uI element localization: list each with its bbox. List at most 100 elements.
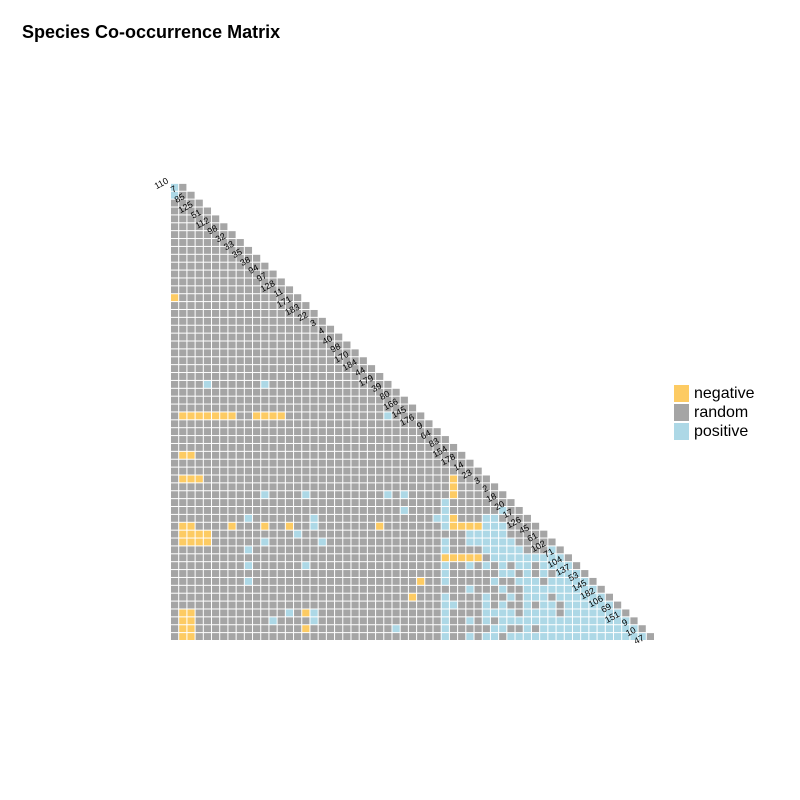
cell-random — [179, 443, 187, 451]
cell-random — [343, 483, 351, 491]
cell-random — [261, 373, 269, 380]
cell-random — [220, 538, 228, 546]
species-label: 9 — [620, 617, 629, 628]
cell-negative — [458, 522, 466, 530]
cell-random — [179, 491, 187, 499]
cell-random — [531, 530, 540, 538]
cell-random — [203, 325, 212, 333]
cell-random — [261, 593, 269, 601]
cell-random — [310, 451, 318, 459]
cell-random — [285, 601, 294, 609]
cell-random — [318, 357, 326, 365]
species-label: 39 — [370, 381, 384, 395]
cell-random — [507, 514, 515, 522]
cell-random — [220, 380, 228, 388]
cell-random — [203, 388, 212, 396]
cell-random — [318, 451, 326, 459]
cell-random — [261, 609, 269, 617]
cell-positive — [523, 554, 531, 562]
cell-random — [277, 404, 285, 412]
cell-random — [277, 633, 285, 640]
cell-random — [195, 483, 203, 491]
cell-positive — [597, 601, 605, 609]
cell-random — [523, 530, 531, 538]
species-label: 32 — [214, 231, 228, 245]
cell-random — [220, 491, 228, 499]
cell-random — [203, 443, 212, 451]
cell-random — [326, 554, 335, 562]
cell-random — [466, 483, 474, 491]
heatmap-cells — [171, 183, 654, 640]
cell-random — [253, 357, 261, 365]
cell-positive — [433, 514, 441, 522]
cell-random — [228, 373, 236, 380]
cell-random — [458, 514, 466, 522]
cell-random — [351, 522, 359, 530]
cell-random — [195, 499, 203, 507]
cell-random — [171, 507, 179, 514]
species-label: 44 — [353, 365, 367, 379]
species-label: 94 — [247, 262, 261, 276]
cell-random — [220, 317, 228, 325]
cell-random — [187, 294, 195, 302]
cell-random — [449, 562, 458, 570]
cell-random — [458, 593, 466, 601]
cell-random — [187, 262, 195, 270]
cell-positive — [515, 554, 523, 562]
cell-random — [310, 562, 318, 570]
cell-random — [408, 514, 417, 522]
cell-random — [507, 562, 515, 570]
cell-random — [302, 412, 310, 420]
cell-positive — [466, 530, 474, 538]
cell-random — [482, 475, 490, 483]
cell-random — [417, 609, 425, 617]
cell-random — [351, 388, 359, 396]
cell-positive — [499, 585, 507, 593]
cell-random — [318, 633, 326, 640]
cell-random — [302, 380, 310, 388]
cell-random — [269, 514, 277, 522]
cell-random — [212, 357, 220, 365]
cell-random — [236, 459, 244, 467]
cell-random — [540, 538, 548, 546]
cell-random — [425, 538, 433, 546]
cell-random — [326, 546, 335, 554]
cell-random — [269, 507, 277, 514]
cell-random — [195, 436, 203, 443]
species-label: 10 — [624, 625, 638, 639]
cell-random — [277, 577, 285, 585]
cell-random — [449, 443, 458, 451]
cell-random — [351, 396, 359, 404]
cell-random — [441, 585, 449, 593]
cell-random — [449, 570, 458, 577]
cell-random — [212, 593, 220, 601]
cell-random — [269, 499, 277, 507]
cell-random — [326, 507, 335, 514]
cell-random — [351, 443, 359, 451]
cell-negative — [220, 412, 228, 420]
cell-random — [236, 262, 244, 270]
cell-random — [179, 570, 187, 577]
cell-random — [318, 554, 326, 562]
cell-random — [212, 554, 220, 562]
cell-positive — [302, 562, 310, 570]
cell-random — [458, 459, 466, 467]
cell-random — [244, 309, 253, 317]
cell-negative — [449, 554, 458, 562]
cell-random — [318, 412, 326, 420]
cell-positive — [441, 546, 449, 554]
cell-random — [285, 404, 294, 412]
cell-random — [277, 491, 285, 499]
cell-random — [425, 451, 433, 459]
cell-random — [294, 617, 302, 625]
cell-random — [228, 357, 236, 365]
cell-random — [285, 325, 294, 333]
cell-random — [171, 388, 179, 396]
cell-random — [277, 341, 285, 349]
cell-random — [318, 404, 326, 412]
cell-random — [326, 428, 335, 436]
cell-random — [359, 491, 367, 499]
cell-positive — [499, 617, 507, 625]
cell-positive — [441, 538, 449, 546]
cell-random — [269, 309, 277, 317]
